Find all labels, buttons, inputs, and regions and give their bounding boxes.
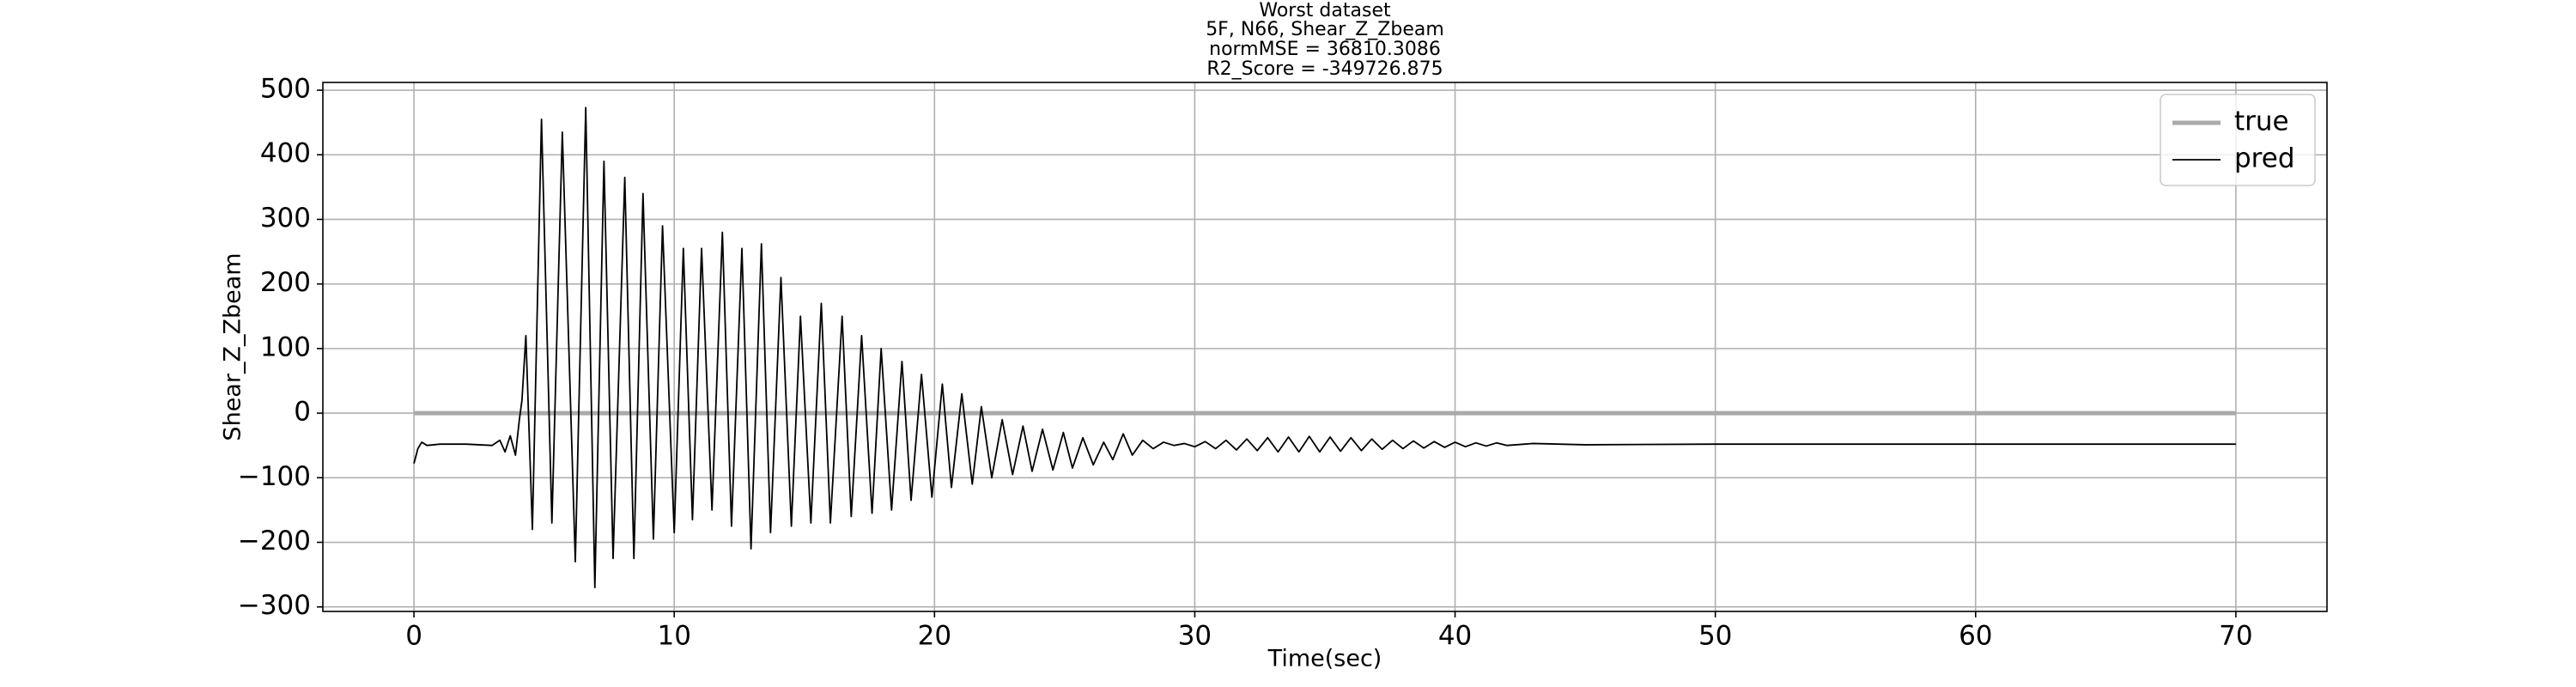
legend-box (2160, 94, 2316, 186)
y-tick-label: 500 (260, 74, 311, 105)
chart-title: 5F, N66, Shear_Z_Zbeam (1206, 19, 1444, 40)
y-tick-label: −100 (238, 461, 311, 492)
y-tick-label: 300 (260, 203, 311, 234)
chart-title: Worst dataset (1259, 0, 1391, 21)
chart-title: R2_Score = -349726.875 (1206, 58, 1443, 80)
legend-label: pred (2234, 143, 2295, 174)
y-axis-label: Shear_Z_Zbeam (220, 252, 246, 441)
y-tick-label: 400 (260, 138, 311, 169)
y-tick-label: −300 (238, 590, 311, 621)
x-tick-label: 40 (1438, 621, 1472, 652)
legend-label: true (2234, 106, 2289, 137)
x-tick-label: 30 (1178, 621, 1212, 652)
x-tick-label: 60 (1959, 621, 1992, 652)
y-tick-label: 200 (260, 267, 311, 298)
y-tick-label: 100 (260, 331, 311, 362)
y-tick-label: −200 (238, 526, 311, 556)
y-tick-label: 0 (294, 397, 311, 428)
x-tick-label: 10 (657, 621, 690, 652)
legend: true pred (2160, 94, 2316, 186)
plot-frame (322, 82, 2328, 612)
series-line (413, 106, 2236, 589)
x-tick-label: 70 (2219, 621, 2252, 652)
x-axis-label: Time(sec) (1267, 646, 1382, 672)
chart-title: normMSE = 36810.3086 (1209, 39, 1441, 60)
x-tick-label: 50 (1698, 621, 1732, 652)
x-tick-label: 0 (405, 621, 422, 652)
x-tick-label: 20 (918, 621, 951, 652)
